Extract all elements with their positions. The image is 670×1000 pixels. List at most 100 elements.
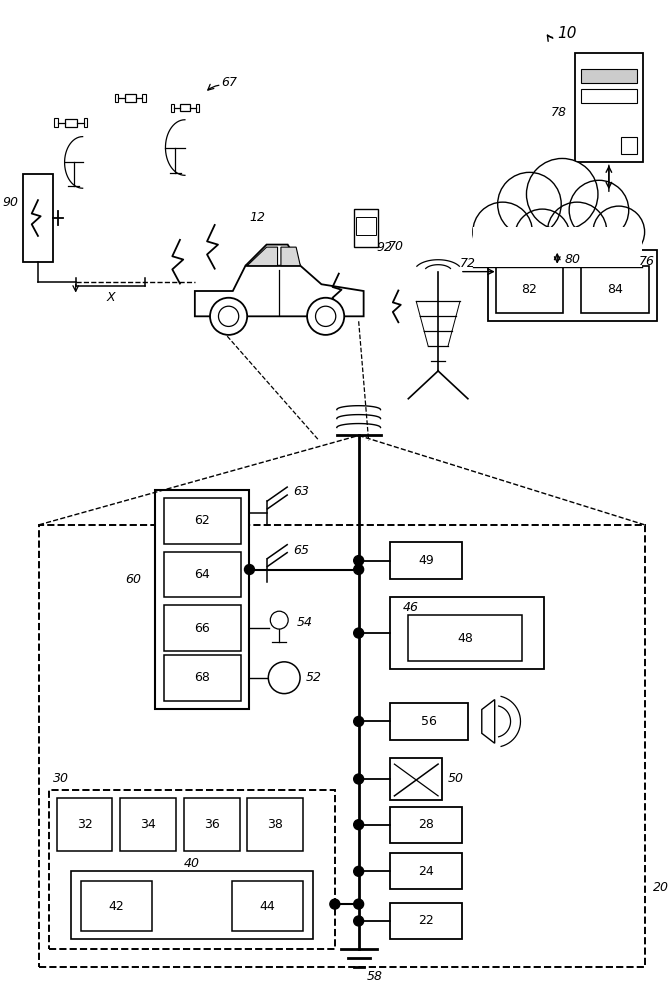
Text: 22: 22 [418,914,434,927]
Circle shape [245,565,255,574]
Text: 20: 20 [653,881,669,894]
Circle shape [354,628,364,638]
Text: 10: 10 [557,26,577,41]
Text: 46: 46 [402,601,418,614]
Text: 38: 38 [267,818,283,831]
Polygon shape [195,266,364,316]
Bar [125,94,136,102]
Bar [232,881,303,931]
Bar [581,69,636,83]
Text: 66: 66 [194,622,210,635]
Bar [39,525,645,967]
Circle shape [354,899,364,909]
Text: 62: 62 [194,514,210,527]
Bar [57,798,113,851]
Circle shape [218,306,239,326]
Bar [23,174,53,262]
Bar [54,118,58,127]
Bar [164,498,241,544]
Text: 28: 28 [418,818,434,831]
Text: 30: 30 [53,772,69,785]
Text: 67: 67 [222,76,238,89]
Circle shape [354,866,364,876]
Bar [171,104,174,112]
Bar [575,53,643,162]
Bar [488,250,657,321]
Text: 70: 70 [387,240,403,253]
Text: 49: 49 [418,554,434,567]
Bar [71,871,313,939]
Circle shape [210,298,247,335]
Text: 52: 52 [306,671,322,684]
Bar [80,881,152,931]
Text: 76: 76 [639,255,655,268]
Circle shape [515,209,570,265]
Bar [49,790,335,949]
Text: 56: 56 [421,715,437,728]
Bar [184,798,239,851]
Circle shape [354,916,364,926]
Text: 40: 40 [184,857,200,870]
Circle shape [569,180,628,240]
Text: 50: 50 [448,772,464,785]
Circle shape [330,899,340,909]
Circle shape [527,158,598,230]
Bar [354,209,377,247]
Bar [621,137,636,154]
Text: 44: 44 [259,900,275,913]
Polygon shape [281,247,300,266]
Text: 58: 58 [366,970,383,983]
Text: 36: 36 [204,818,220,831]
Text: 24: 24 [418,865,434,878]
Bar [180,104,190,111]
Text: 64: 64 [194,568,210,581]
Bar [164,605,241,651]
Bar [247,798,303,851]
Bar [65,119,76,127]
Bar [115,94,119,102]
Bar [473,227,642,267]
Bar [391,542,462,579]
Text: 68: 68 [194,671,210,684]
Text: 34: 34 [140,818,156,831]
Text: 90: 90 [2,196,18,209]
Circle shape [307,298,344,335]
Bar [496,266,563,313]
Bar [408,615,523,661]
Text: 92: 92 [377,241,393,254]
Text: 48: 48 [457,632,473,645]
Bar [581,266,649,313]
Text: 42: 42 [109,900,124,913]
Text: X: X [106,291,115,304]
Polygon shape [245,245,300,266]
Polygon shape [482,700,494,743]
Bar [84,118,87,127]
Circle shape [270,611,288,629]
Text: 65: 65 [293,544,309,557]
Circle shape [498,172,561,236]
Bar [391,853,462,889]
Bar [164,552,241,597]
Text: 54: 54 [297,616,313,629]
Text: 82: 82 [521,283,537,296]
Text: 84: 84 [607,283,622,296]
Text: 32: 32 [77,818,92,831]
Circle shape [316,306,336,326]
Text: 80: 80 [564,253,580,266]
Bar [196,104,199,112]
Bar [391,703,468,740]
Bar [142,94,145,102]
Bar [155,490,249,709]
Circle shape [354,565,364,574]
Polygon shape [247,247,277,266]
Text: 60: 60 [125,573,141,586]
Circle shape [593,206,645,258]
Circle shape [268,662,300,694]
Bar [391,758,442,800]
Bar [164,655,241,701]
Text: 63: 63 [293,485,309,498]
Circle shape [547,202,607,262]
Text: 78: 78 [551,106,567,119]
Text: 72: 72 [460,257,476,270]
Circle shape [354,716,364,726]
